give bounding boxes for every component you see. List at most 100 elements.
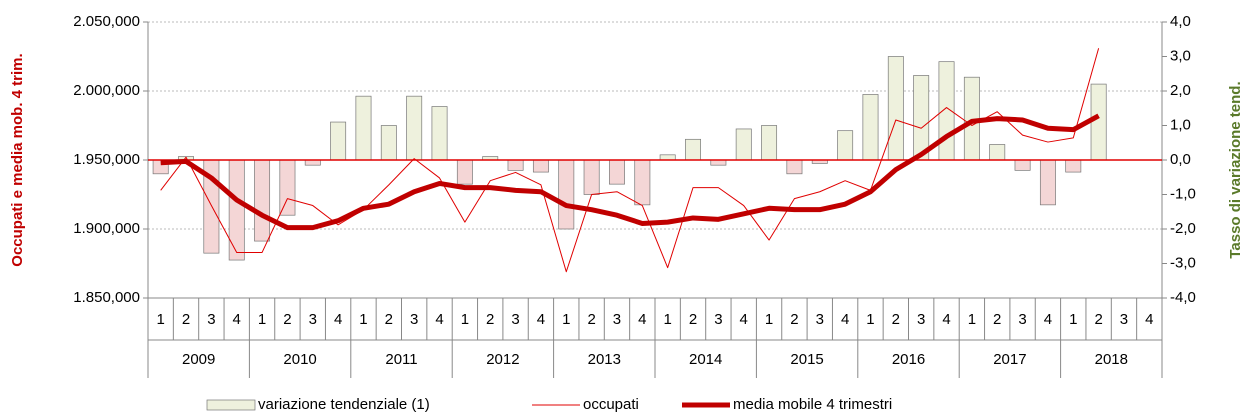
bar: [786, 159, 803, 175]
x-tick-label: 4: [435, 311, 443, 328]
bar: [380, 125, 397, 161]
bar: [659, 154, 676, 161]
y2-tick-label: 4,0: [1170, 13, 1191, 30]
bar: [1039, 159, 1056, 206]
legend-swatch: [206, 399, 256, 411]
bar: [330, 121, 347, 161]
bar: [735, 128, 752, 161]
line: [160, 48, 1100, 273]
bar: [862, 94, 879, 161]
bar: [710, 159, 727, 166]
y-tick-label: 2.000,000: [73, 82, 140, 99]
year-label: 2011: [385, 351, 417, 368]
year-label: 2018: [1095, 351, 1128, 368]
x-tick-label: 4: [638, 311, 646, 328]
y-tick-label: 1.850,000: [73, 289, 140, 306]
x-tick-label: 1: [157, 311, 165, 328]
x-tick-label: 4: [740, 311, 748, 328]
bar: [913, 75, 930, 161]
y-tick-label: 1.900,000: [73, 220, 140, 237]
x-tick-label: 4: [1044, 311, 1052, 328]
year-label: 2012: [486, 351, 519, 368]
bar: [609, 159, 625, 185]
x-tick-label: 2: [689, 311, 697, 328]
legend-label: occupati: [583, 396, 639, 413]
x-tick-label: 3: [613, 311, 621, 328]
x-tick-label: 1: [359, 311, 367, 328]
bar: [1065, 159, 1082, 173]
x-tick-label: 4: [1145, 311, 1153, 328]
bar: [507, 159, 524, 171]
bar: [583, 159, 600, 195]
x-tick-label: 1: [461, 311, 469, 328]
bar: [1014, 159, 1031, 171]
bar: [989, 144, 1006, 161]
year-label: 2009: [182, 351, 215, 368]
x-tick-label: 1: [1069, 311, 1077, 328]
x-tick-label: 1: [664, 311, 672, 328]
x-tick-label: 3: [511, 311, 519, 328]
bar: [279, 159, 296, 216]
legend-label: media mobile 4 trimestri: [733, 396, 892, 413]
bar: [406, 95, 423, 161]
y2-tick-label: 1,0: [1170, 116, 1191, 133]
x-tick-label: 1: [562, 311, 570, 328]
x-tick-label: 4: [233, 311, 241, 328]
x-tick-label: 2: [587, 311, 595, 328]
x-tick-label: 3: [309, 311, 317, 328]
x-tick-label: 2: [790, 311, 798, 328]
year-label: 2013: [588, 351, 621, 368]
x-tick-label: 3: [1018, 311, 1026, 328]
y-tick-label: 1.950,000: [73, 151, 140, 168]
x-tick-label: 4: [334, 311, 342, 328]
bar: [431, 106, 448, 161]
x-tick-label: 1: [258, 311, 266, 328]
x-tick-label: 3: [410, 311, 418, 328]
x-tick-label: 1: [968, 311, 976, 328]
x-tick-label: 2: [283, 311, 291, 328]
bar: [456, 159, 473, 185]
x-tick-label: 3: [207, 311, 215, 328]
year-label: 2016: [892, 351, 925, 368]
year-label: 2017: [993, 351, 1026, 368]
year-label: 2015: [790, 351, 823, 368]
y2-tick-label: -4,0: [1170, 289, 1196, 306]
x-tick-label: 3: [1120, 311, 1128, 328]
y2-tick-label: -3,0: [1170, 254, 1196, 271]
line: [160, 113, 1100, 231]
x-tick-label: 1: [866, 311, 874, 328]
bar: [355, 95, 372, 161]
x-tick-label: 3: [917, 311, 925, 328]
bar: [761, 125, 778, 161]
bar: [887, 56, 904, 161]
bar: [1090, 83, 1107, 161]
y2-tick-label: 0,0: [1170, 151, 1191, 168]
x-tick-label: 2: [993, 311, 1001, 328]
bar: [532, 159, 549, 173]
bar: [685, 138, 701, 161]
year-label: 2010: [283, 351, 316, 368]
x-tick-label: 2: [892, 311, 900, 328]
bar: [228, 159, 245, 261]
legend-label: variazione tendenziale (1): [258, 396, 430, 413]
y2-tick-label: -2,0: [1170, 220, 1196, 237]
x-tick-label: 2: [486, 311, 494, 328]
y2-axis-title: Tasso di variazione tend.: [1227, 81, 1244, 258]
x-tick-label: 3: [816, 311, 824, 328]
bar: [837, 130, 854, 161]
x-tick-label: 1: [765, 311, 773, 328]
y2-tick-label: -1,0: [1170, 185, 1196, 202]
y-tick-label: 2.050,000: [73, 13, 140, 30]
x-tick-label: 2: [1094, 311, 1102, 328]
bar: [304, 159, 321, 166]
bar: [634, 159, 651, 206]
bar: [558, 159, 575, 230]
year-label: 2014: [689, 351, 722, 368]
x-tick-label: 4: [942, 311, 950, 328]
x-tick-label: 4: [841, 311, 849, 328]
y2-tick-label: 3,0: [1170, 47, 1191, 64]
x-tick-label: 2: [385, 311, 393, 328]
y2-tick-label: 2,0: [1170, 82, 1191, 99]
x-tick-label: 4: [537, 311, 545, 328]
